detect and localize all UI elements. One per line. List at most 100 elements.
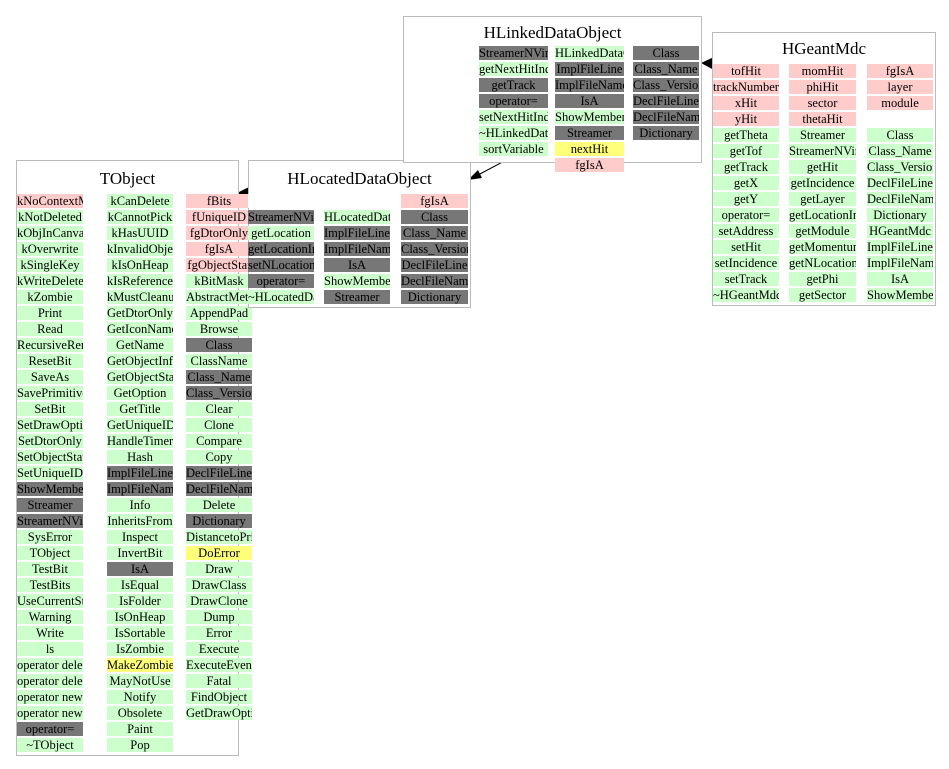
member-cell: Execute: [186, 642, 252, 656]
member-cell: xHit: [713, 96, 779, 110]
member-cell: Draw: [186, 562, 252, 576]
member-cell: Streamer: [789, 128, 856, 142]
member-cell: getTheta: [713, 128, 779, 142]
member-cell: kNotDeleted: [17, 210, 83, 224]
member-cell: ImplFileLine: [555, 62, 624, 76]
member-cell: kNoContextMenu: [17, 194, 83, 208]
member-cell: GetTitle: [107, 402, 173, 416]
member-cell: Class: [633, 46, 699, 60]
member-cell: ShowMembers: [324, 274, 390, 288]
member-cell: fBits: [186, 194, 252, 208]
member-cell: kBitMask: [186, 274, 252, 288]
member-cell: GetObjectInfo: [107, 354, 173, 368]
member-cell: Paint: [107, 722, 173, 736]
member-cell: kIsOnHeap: [107, 258, 173, 272]
member-cell: Class_Version: [633, 78, 699, 92]
member-cell: Error: [186, 626, 252, 640]
member-cell: DeclFileLine: [633, 94, 699, 108]
member-cell: Browse: [186, 322, 252, 336]
member-cell: ~HLinkedDataObject: [479, 126, 548, 140]
member-cell: Class_Version: [186, 386, 252, 400]
member-cell: getModule: [789, 224, 856, 238]
member-cell: getIncidence: [789, 176, 856, 190]
member-cell: DeclFileName: [867, 192, 933, 206]
member-cell: getY: [713, 192, 779, 206]
member-cell: getNextHitIndex: [479, 62, 548, 76]
member-cell: Class_Name: [186, 370, 252, 384]
member-cell: SavePrimitive: [17, 386, 83, 400]
member-cell: Class: [401, 210, 468, 224]
member-cell: RecursiveRemove: [17, 338, 83, 352]
member-cell: sortVariable: [479, 142, 548, 156]
member-cell: ImplFileName: [555, 78, 624, 92]
member-cell: DeclFileName: [401, 274, 468, 288]
member-cell: phiHit: [789, 80, 856, 94]
member-cell: HGeantMdc: [867, 224, 933, 238]
member-cell: IsZombie: [107, 642, 173, 656]
member-cell: IsA: [867, 272, 933, 286]
member-cell: operator delete[]: [17, 674, 83, 688]
member-cell: getLayer: [789, 192, 856, 206]
member-cell: Clear: [186, 402, 252, 416]
member-cell: operator new[]: [17, 706, 83, 720]
member-cell: TObject: [17, 546, 83, 560]
member-cell: getTrack: [479, 78, 548, 92]
member-cell: getPhi: [789, 272, 856, 286]
member-cell: getMomentum: [789, 240, 856, 254]
member-cell: fgIsA: [401, 194, 468, 208]
member-cell: ImplFileName: [324, 242, 390, 256]
member-cell: sector: [789, 96, 856, 110]
member-cell: operator delete: [17, 658, 83, 672]
member-cell: Read: [17, 322, 83, 336]
member-cell: operator new: [17, 690, 83, 704]
member-cell: Class_Version: [867, 160, 933, 174]
member-cell: IsFolder: [107, 594, 173, 608]
member-cell: fgIsA: [555, 158, 624, 172]
member-cell: DeclFileName: [633, 110, 699, 124]
member-cell: Fatal: [186, 674, 252, 688]
member-cell: kIsReferenced: [107, 274, 173, 288]
member-cell: GetDrawOption: [186, 706, 252, 720]
member-cell: Warning: [17, 610, 83, 624]
member-cell: kOverwrite: [17, 242, 83, 256]
member-cell: layer: [867, 80, 933, 94]
member-cell: DrawClass: [186, 578, 252, 592]
member-cell: ImplFileLine: [324, 226, 390, 240]
member-cell: DistancetoPrimitive: [186, 530, 252, 544]
member-cell: Delete: [186, 498, 252, 512]
member-cell: Dictionary: [867, 208, 933, 222]
member-cell: getLocation: [248, 226, 314, 240]
member-cell: SetDrawOption: [17, 418, 83, 432]
member-cell: TestBits: [17, 578, 83, 592]
member-cell: UseCurrentStyle: [17, 594, 83, 608]
member-cell: MayNotUse: [107, 674, 173, 688]
member-cell: SetObjectStat: [17, 450, 83, 464]
member-cell: GetName: [107, 338, 173, 352]
member-cell: ImplFileLine: [867, 240, 933, 254]
member-cell: DoError: [186, 546, 252, 560]
member-cell: Streamer: [17, 498, 83, 512]
member-cell: GetOption: [107, 386, 173, 400]
member-cell: fgIsA: [186, 242, 252, 256]
member-cell: GetObjectStat: [107, 370, 173, 384]
member-cell: [324, 194, 390, 208]
member-cell: ~TObject: [17, 738, 83, 752]
member-cell: DeclFileLine: [867, 176, 933, 190]
member-cell: Info: [107, 498, 173, 512]
member-cell: DeclFileName: [186, 482, 252, 496]
member-cell: GetDtorOnly: [107, 306, 173, 320]
member-cell: momHit: [789, 64, 856, 78]
member-cell: operator=: [248, 274, 314, 288]
member-cell: SetDtorOnly: [17, 434, 83, 448]
member-cell: setHit: [713, 240, 779, 254]
member-cell: [248, 194, 314, 208]
member-cell: Print: [17, 306, 83, 320]
member-cell: Inspect: [107, 530, 173, 544]
member-cell: getX: [713, 176, 779, 190]
member-cell: IsA: [324, 258, 390, 272]
member-cell: Dump: [186, 610, 252, 624]
member-cell: GetIconName: [107, 322, 173, 336]
member-cell: ShowMembers: [555, 110, 624, 124]
member-cell: DeclFileLine: [401, 258, 468, 272]
member-cell: IsA: [555, 94, 624, 108]
